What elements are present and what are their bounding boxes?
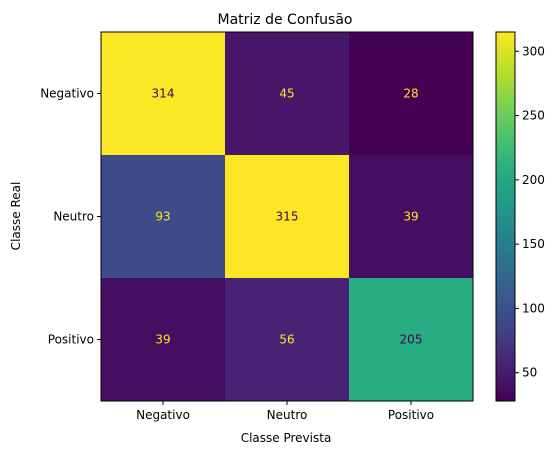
heatmap-cell [101,32,226,156]
cell-value-label: 28 [403,87,418,101]
cell-value-label: 314 [152,87,175,101]
y-axis-label: Classe Real [9,182,23,251]
heatmap-cell [101,278,226,402]
heatmap-cell [225,32,350,156]
x-tick-label: Neutro [267,408,308,422]
colorbar-tick-label: 250 [522,109,545,123]
colorbar [495,31,516,402]
cell-value-label: 45 [279,87,294,101]
heatmap-cell [225,155,350,279]
colorbar-tick-label: 200 [522,173,545,187]
colorbar-tick-label: 150 [522,237,545,251]
x-tick-label: Positivo [388,408,434,422]
y-tick-label: Neutro [53,210,94,224]
x-axis-ticks: Negativo Neutro Positivo [136,401,434,422]
colorbar-tick-label: 100 [522,301,545,315]
cell-value-label: 56 [279,333,294,347]
colorbar-tick-label: 50 [522,366,537,380]
colorbar-ticks: 50 100 150 200 250 300 [515,44,545,380]
y-tick-label: Positivo [48,333,94,347]
heatmap-cells: 314 45 28 93 315 39 39 56 205 [101,32,474,402]
heatmap-cell [225,278,350,402]
heatmap-cell [349,155,474,279]
colorbar-tick-label: 300 [522,44,545,58]
y-axis-ticks: Negativo Neutro Positivo [40,87,101,347]
cell-value-label: 39 [155,333,170,347]
x-tick-label: Negativo [136,408,190,422]
cell-value-label: 315 [276,210,299,224]
cell-value-label: 93 [155,210,170,224]
chart-title: Matriz de Confusão [218,12,353,28]
y-tick-label: Negativo [40,87,94,101]
x-axis-label: Classe Prevista [241,431,332,445]
heatmap-cell [349,32,474,156]
cell-value-label: 205 [400,333,423,347]
heatmap-cell [101,155,226,279]
cell-value-label: 39 [403,210,418,224]
heatmap-cell [349,278,474,402]
